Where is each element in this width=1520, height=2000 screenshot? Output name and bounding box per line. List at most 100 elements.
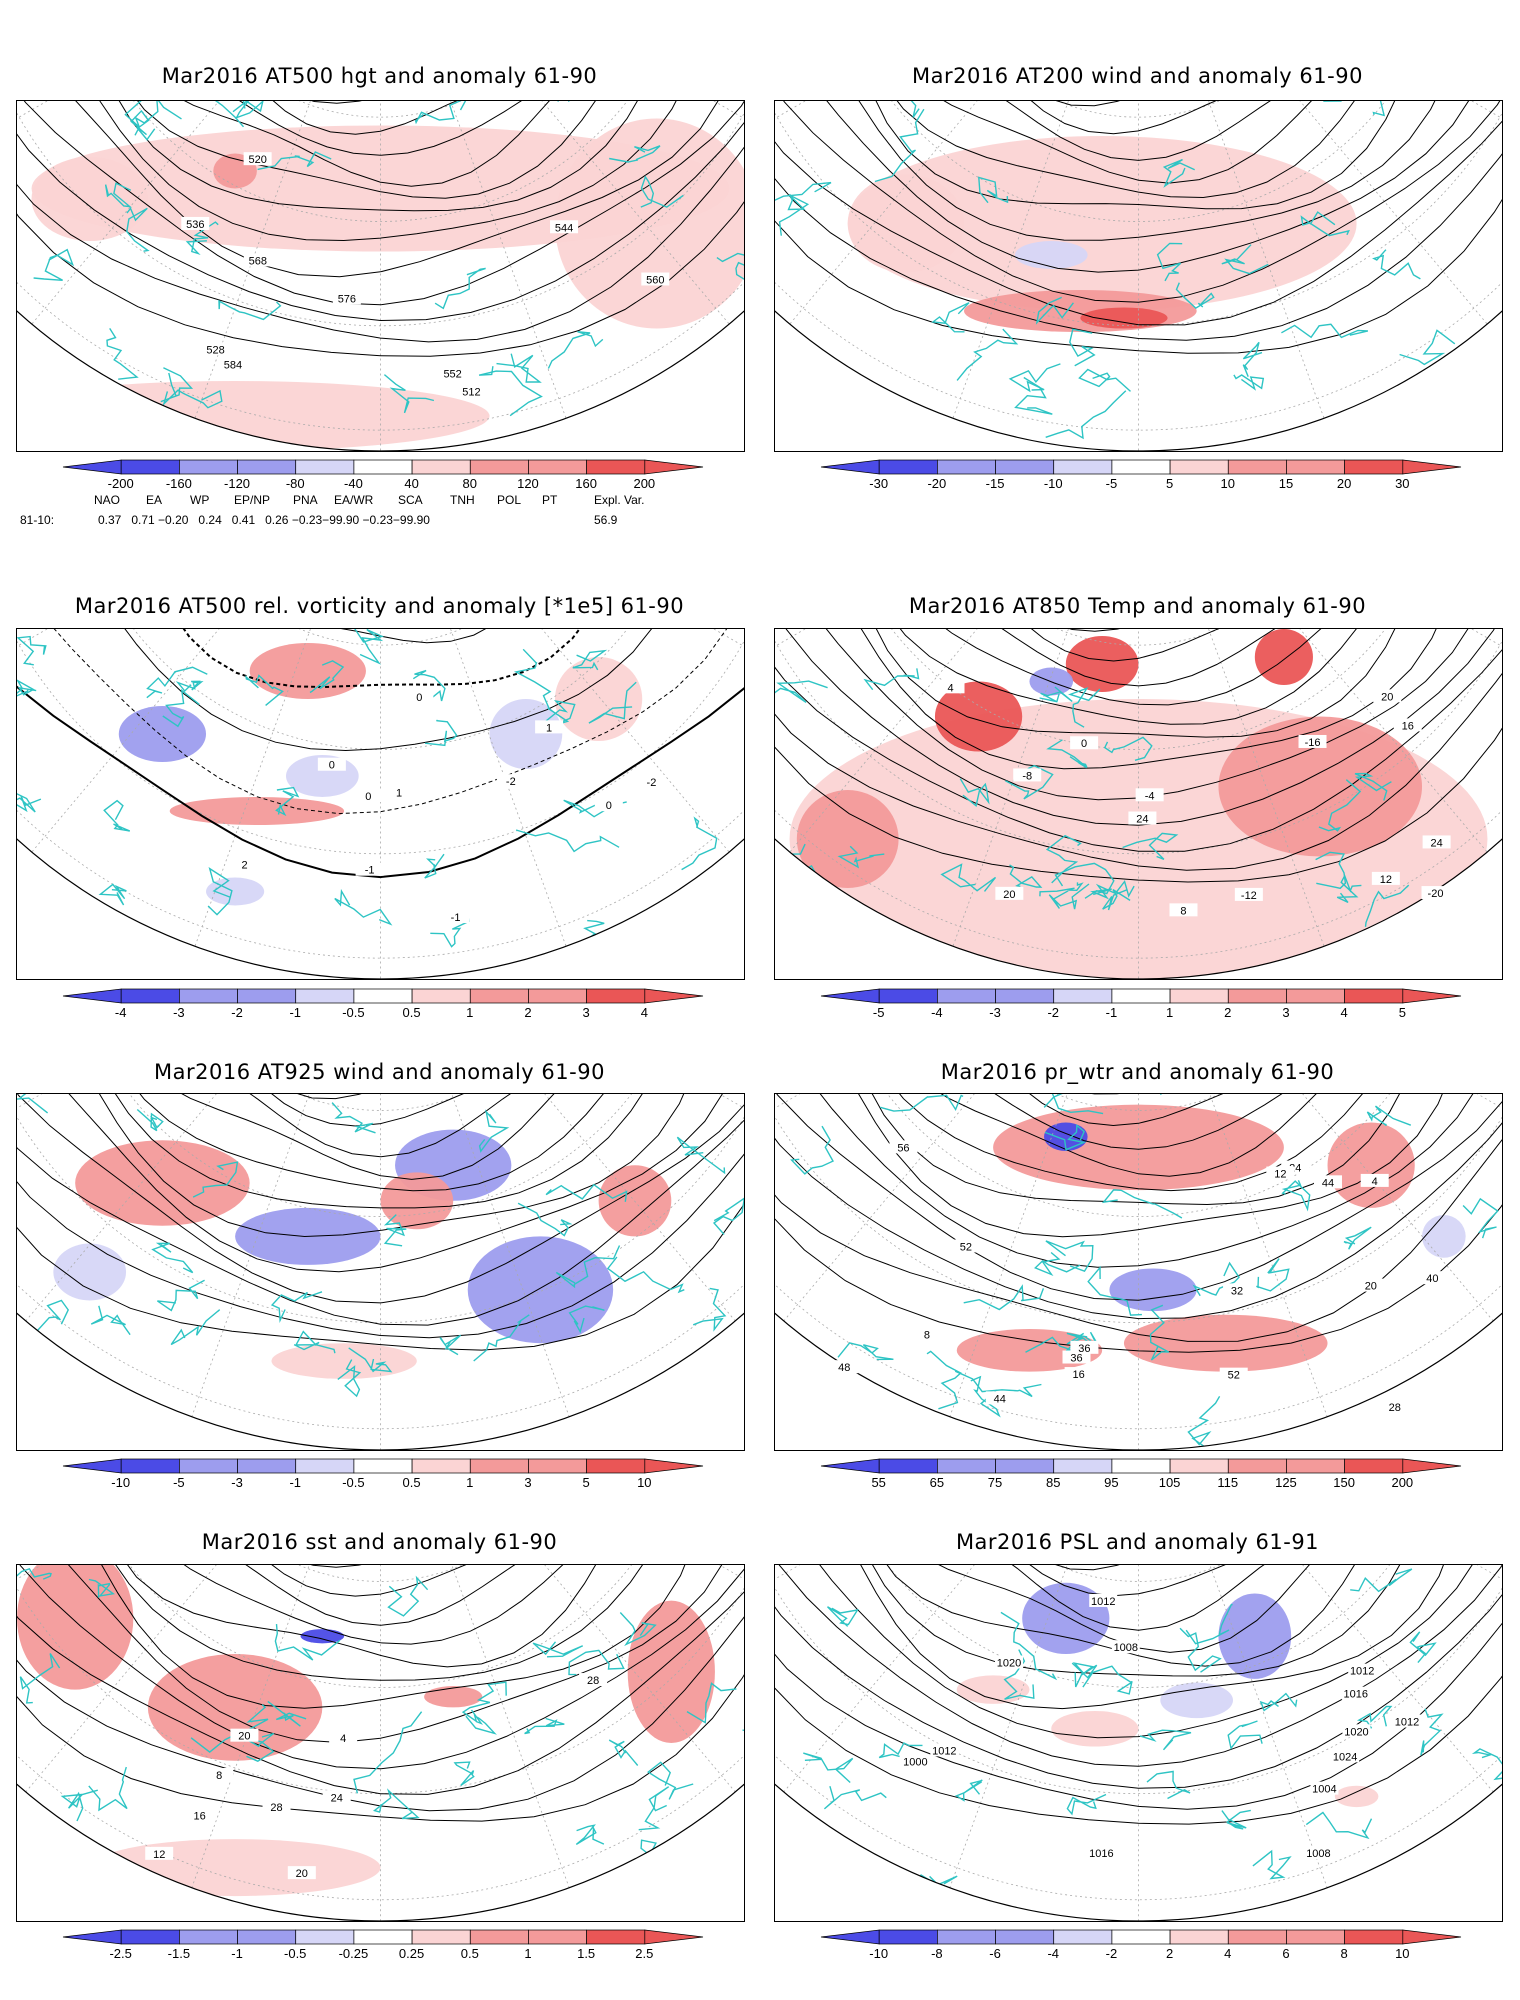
colorbar-tick-label: -2 [1047, 1005, 1059, 1020]
coastline [104, 182, 133, 208]
colorbar-segment [1285, 1458, 1345, 1474]
contour-label: 8 [924, 1330, 930, 1342]
coastline [1156, 242, 1183, 282]
coastline [1090, 879, 1135, 900]
contour-label: 4 [947, 682, 953, 694]
contour-label: -2 [647, 777, 657, 789]
contour-line [17, 101, 744, 278]
colorbar-tick-label: -20 [927, 476, 947, 491]
coastline [1162, 158, 1195, 188]
colorbar-segment [527, 1458, 587, 1474]
colorbar-tick-label: 115 [1217, 1475, 1239, 1490]
colorbar-segment [236, 988, 296, 1004]
contour-label: 1020 [1344, 1726, 1368, 1738]
colorbar-prwtr: 55 65 75 85 95 105 115 125 150 200 [816, 1458, 1466, 1492]
colorbar-tick-label: -5 [872, 1005, 885, 1020]
colorbar-segment [1227, 1458, 1287, 1474]
contour-line [116, 1094, 644, 1158]
colorbar-sst: -2.5 -1.5 -1 -0.5 -0.25 0.25 0.5 1 1.5 2.5 [58, 1929, 708, 1963]
colorbar-segment [1169, 1929, 1229, 1945]
coastline [1045, 390, 1127, 440]
anomaly-shade [1422, 1215, 1466, 1258]
panel-title-wind925: Mar2016 AT925 wind and anomaly 61-90 [154, 1060, 605, 1084]
colorbar-tick-label: -10 [869, 1946, 889, 1961]
coastline [17, 1094, 53, 1114]
colorbar-segment [236, 459, 296, 475]
coastline [1431, 412, 1496, 450]
colorbar-segment [994, 1458, 1054, 1474]
colorbar-tick-label: -4 [931, 1005, 943, 1020]
colorbar-segment [1343, 988, 1403, 1004]
contour-label: 36 [1070, 1353, 1082, 1365]
contour-line [775, 1094, 1502, 1301]
colorbar-tick-label: 95 [1104, 1475, 1119, 1490]
coastline [1221, 1809, 1251, 1830]
coastline [878, 1742, 923, 1759]
colorbar-segment [994, 1929, 1054, 1945]
coastline [267, 1700, 307, 1727]
colorbar-tick-label: 105 [1158, 1475, 1181, 1490]
coastline [192, 1161, 239, 1198]
panel-title-sst: Mar2016 sst and anomaly 61-90 [201, 1530, 558, 1554]
coastline [1315, 851, 1347, 890]
index-row-label: 81-10: [20, 513, 55, 527]
coastline [863, 668, 920, 691]
contour-label: 28 [1389, 1402, 1401, 1414]
colorbar-segment [1111, 1929, 1170, 1945]
contour-label: 1008 [1114, 1642, 1138, 1654]
colorbar-tick-label: 3 [1282, 1005, 1290, 1020]
map-panel-psl: 1012 1016 1020 1008 1004 1000 1024 1012 1016 1020… [774, 1564, 1503, 1922]
coastline [1045, 1240, 1094, 1273]
coastline [1101, 1189, 1183, 1219]
coastline [956, 328, 1019, 381]
coastline [1372, 249, 1421, 280]
map-disc [17, 629, 744, 979]
coastline [1300, 211, 1350, 237]
colorbar-tick-label: -5 [1105, 476, 1118, 491]
coastline [439, 1334, 462, 1356]
colorbar-tick-label: 5 [1398, 1005, 1406, 1020]
contour-line [17, 101, 731, 242]
contour-line [17, 101, 744, 322]
panel-title-temp850: Mar2016 AT850 Temp and anomaly 61-90 [908, 594, 1367, 618]
colorbar-tick-label: -4 [1047, 1946, 1059, 1961]
coastline [1014, 376, 1053, 415]
coastline [1066, 1793, 1107, 1816]
coastline [775, 680, 828, 703]
coastline [646, 1761, 694, 1800]
contour-line [775, 629, 1502, 871]
coastline [17, 678, 37, 700]
coastline [1045, 834, 1082, 884]
coastline [545, 1183, 628, 1202]
coastline [90, 1305, 131, 1336]
contour-line [17, 1094, 744, 1351]
coastline [1149, 1304, 1170, 1361]
contour-label: 40 [1426, 1273, 1438, 1285]
coastline [880, 1094, 964, 1112]
colorbar-tick-label: 1 [524, 1946, 532, 1961]
contour-line [17, 101, 744, 306]
coastline [424, 853, 445, 879]
contour-line [775, 1565, 1502, 1767]
contour-line [775, 1094, 1502, 1320]
coastline [524, 1717, 565, 1735]
colorbar-segment [820, 988, 880, 1004]
contour-label: 584 [224, 360, 242, 372]
contour-label: 12 [1380, 874, 1392, 886]
contour-label: 12 [153, 1849, 165, 1861]
contour-label: 4 [1372, 1176, 1378, 1188]
coastline [430, 912, 470, 948]
coastline [1462, 879, 1502, 898]
coastline [348, 1347, 393, 1373]
anomaly-shade [1051, 1710, 1139, 1747]
colorbar-segment [643, 1929, 703, 1945]
contour-line [40, 629, 709, 752]
colorbar-segment [353, 1458, 412, 1474]
coastline [638, 1786, 670, 1831]
coastline [414, 101, 469, 125]
anomaly-shade [1327, 1122, 1415, 1208]
anomaly-shade [1080, 307, 1168, 329]
anomaly-shade [147, 1654, 323, 1761]
colorbar-tick-label: 125 [1275, 1475, 1297, 1490]
contour-label: 24 [331, 1792, 343, 1804]
